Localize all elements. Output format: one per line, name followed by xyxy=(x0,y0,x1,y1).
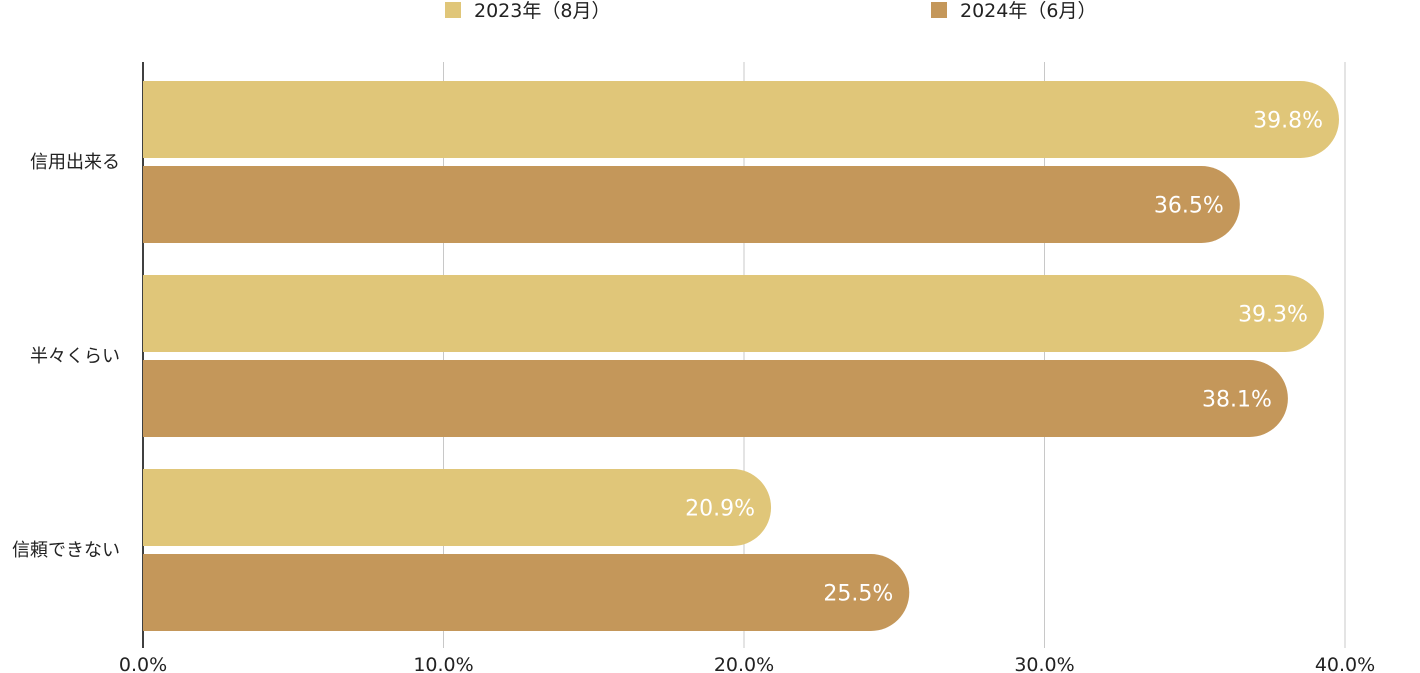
legend-label: 2024年（6月） xyxy=(960,0,1096,22)
category-label: 半々くらい xyxy=(30,346,120,367)
data-label: 38.1% xyxy=(1202,388,1272,413)
bar xyxy=(143,275,1324,352)
x-tick-label: 10.0% xyxy=(413,654,473,673)
x-tick-label: 20.0% xyxy=(714,654,774,673)
legend-swatch xyxy=(931,2,947,18)
x-tick-label: 30.0% xyxy=(1014,654,1074,673)
labels: 0.0% 10.0% 20.0% 30.0% 40.0% 39.8% 36.5% 信用出来る 3… xyxy=(12,109,1375,673)
category-label: 信用出来る xyxy=(30,152,120,173)
bar xyxy=(143,81,1339,158)
data-label: 25.5% xyxy=(823,582,893,607)
grid-lines xyxy=(142,62,1346,648)
bar xyxy=(143,360,1288,437)
bar xyxy=(143,554,910,631)
category-label: 信頼できない xyxy=(12,540,120,561)
data-label: 39.3% xyxy=(1238,303,1308,328)
x-tick-label: 40.0% xyxy=(1315,654,1375,673)
bar xyxy=(143,469,772,546)
legend: 2023年（8月） 2024年（6月） xyxy=(445,0,1096,22)
bar xyxy=(143,166,1240,243)
data-label: 36.5% xyxy=(1154,194,1224,219)
bars xyxy=(143,81,1339,631)
data-label: 39.8% xyxy=(1253,109,1323,134)
x-tick-label: 0.0% xyxy=(119,654,167,673)
legend-swatch xyxy=(445,2,461,18)
legend-label: 2023年（8月） xyxy=(474,0,610,22)
data-label: 20.9% xyxy=(685,497,755,522)
